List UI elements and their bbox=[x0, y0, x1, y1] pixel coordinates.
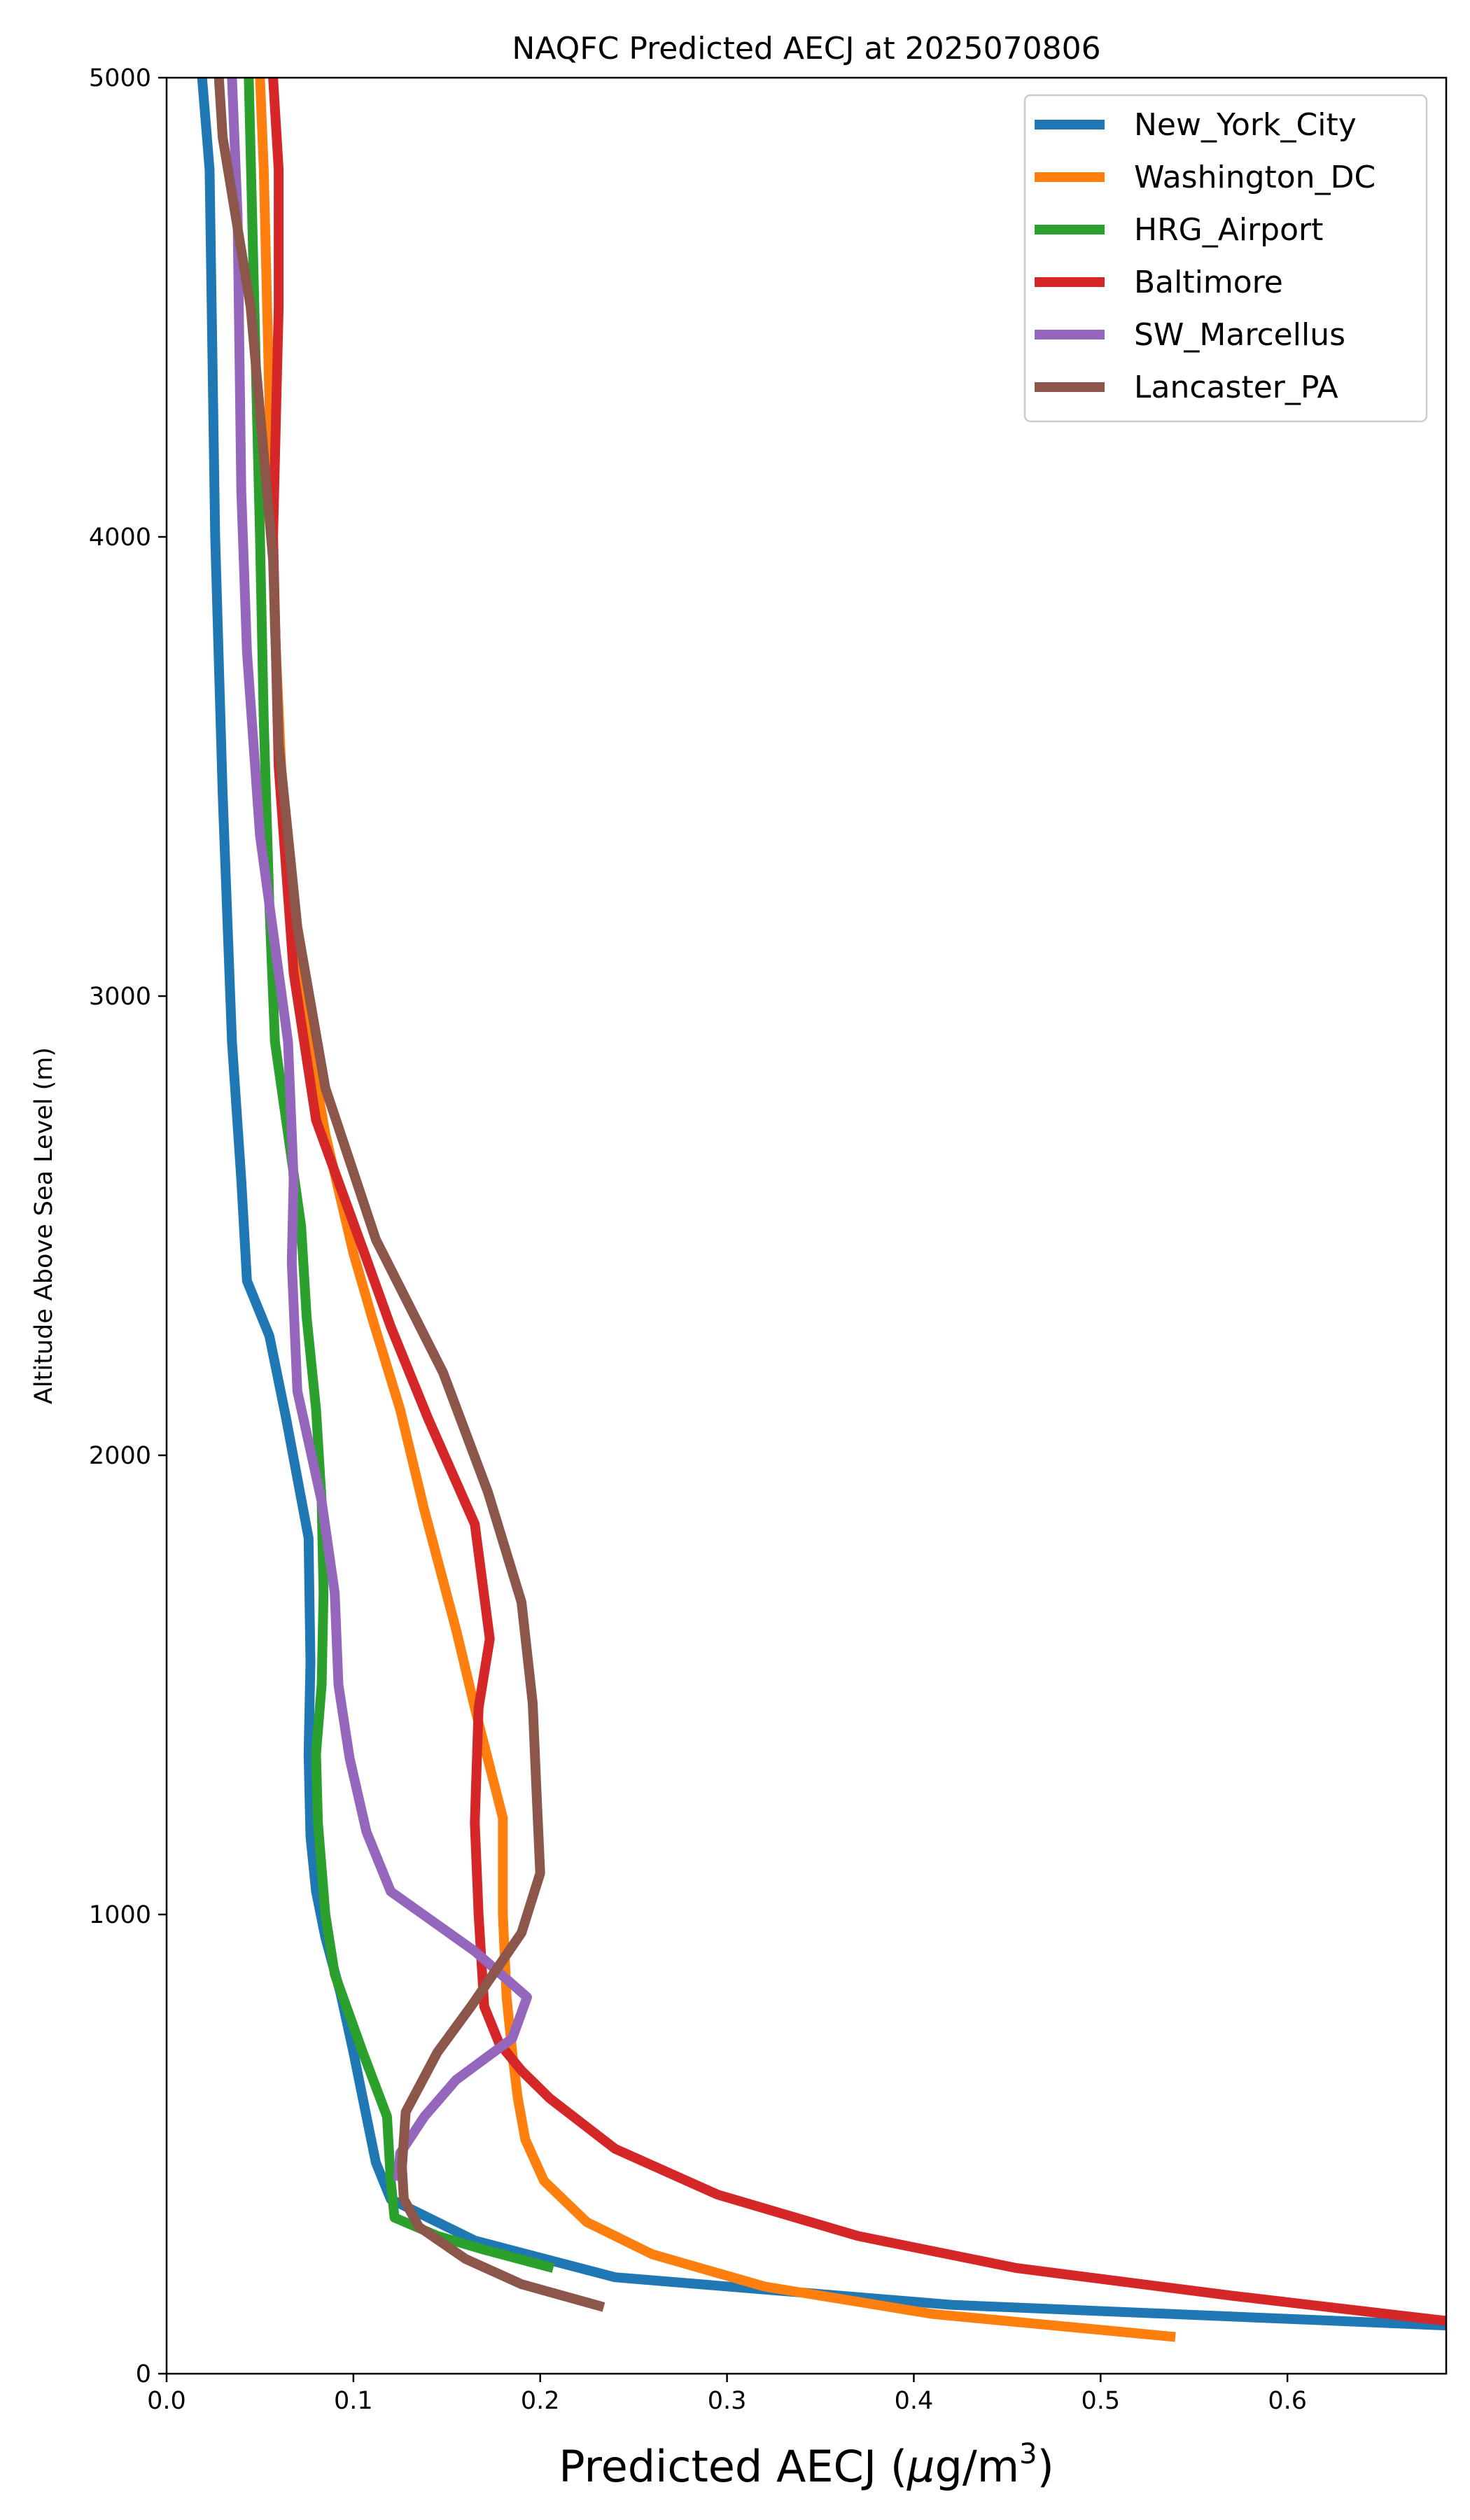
legend-label-2: HRG_Airport bbox=[1134, 212, 1323, 248]
y-tick-label-0: 0 bbox=[136, 2360, 151, 2388]
y-axis: 0 1000 2000 3000 4000 5000 bbox=[89, 64, 167, 2388]
legend-label-5: Lancaster_PA bbox=[1134, 370, 1338, 405]
y-tick-label-1: 1000 bbox=[89, 1901, 151, 1929]
x-axis-label-sup: 3 bbox=[1019, 2438, 1037, 2470]
y-tick-label-5: 5000 bbox=[89, 64, 151, 92]
series-layer bbox=[197, 78, 1446, 2342]
x-tick-label-1: 0.1 bbox=[334, 2387, 373, 2415]
legend-label-4: SW_Marcellus bbox=[1134, 317, 1345, 353]
legend-label-1: Washington_DC bbox=[1134, 160, 1376, 195]
legend: New_York_City Washington_DC HRG_Airport Bal… bbox=[1023, 94, 1428, 423]
plot-frame bbox=[165, 76, 1448, 2375]
chart-title: NAQFC Predicted AECJ at 2025070806 bbox=[512, 31, 1100, 66]
x-tick-label-2: 0.2 bbox=[521, 2387, 560, 2415]
series-line-5 bbox=[214, 78, 606, 2312]
legend-label-3: Baltimore bbox=[1134, 265, 1283, 300]
x-tick-label-5: 0.5 bbox=[1081, 2387, 1120, 2415]
x-axis: 0.0 0.1 0.2 0.3 0.4 0.5 0.6 bbox=[147, 2374, 1307, 2415]
x-tick-label-0: 0.0 bbox=[147, 2387, 186, 2415]
x-tick-label-6: 0.6 bbox=[1268, 2387, 1307, 2415]
x-axis-label: Predicted AECJ (μg/m3) bbox=[559, 2438, 1054, 2492]
series-line-4 bbox=[227, 78, 532, 2181]
x-axis-label-close: ) bbox=[1037, 2441, 1054, 2492]
x-axis-label-mu: μ bbox=[906, 2441, 934, 2492]
y-axis-label: Altitude Above Sea Level (m) bbox=[30, 1047, 58, 1404]
legend-box bbox=[1023, 94, 1428, 423]
y-tick-label-4: 4000 bbox=[89, 524, 151, 552]
x-axis-label-units: g/m bbox=[934, 2441, 1019, 2492]
y-tick-label-3: 3000 bbox=[89, 983, 151, 1011]
x-tick-label-4: 0.4 bbox=[895, 2387, 934, 2415]
y-tick-label-2: 2000 bbox=[89, 1442, 151, 1470]
legend-label-0: New_York_City bbox=[1134, 107, 1357, 143]
x-axis-label-main: Predicted AECJ ( bbox=[559, 2441, 907, 2492]
x-tick-label-3: 0.3 bbox=[708, 2387, 747, 2415]
